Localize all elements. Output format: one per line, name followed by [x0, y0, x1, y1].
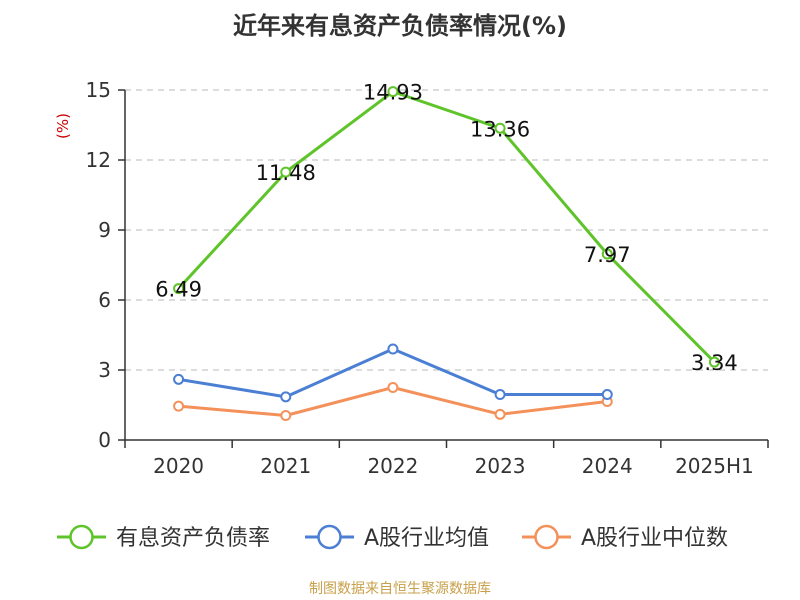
y-tick-label: 6 [98, 288, 111, 312]
series-2-point [173, 400, 185, 412]
series-line-0 [177, 90, 716, 364]
x-tick-label-2021: 2021 [260, 454, 311, 478]
y-tick-label: 15 [86, 78, 111, 102]
legend-label-2: A股行业中位数 [581, 526, 728, 551]
series-2-point [387, 382, 399, 393]
data-label-2025H1: 3.34 [691, 351, 738, 375]
x-tick-label-2025H1: 2025H1 [675, 454, 754, 478]
series-2-point [280, 410, 292, 421]
y-tick-label: 3 [98, 358, 111, 382]
series-0-point [601, 248, 613, 260]
series-1-point [601, 389, 613, 400]
series-0-point [173, 283, 185, 295]
axes: 0 3 6 9 12 15 2020 2021 2022 2023 2024 2025H1 (%) [54, 78, 769, 478]
chart-title: 近年来有息资产负债率情况(%) [233, 12, 567, 40]
legend-marker-0 [69, 524, 94, 550]
series-0-point [280, 166, 292, 178]
legend-marker-1 [317, 524, 342, 550]
series-lines [173, 86, 720, 421]
data-labels: 6.49 11.48 14.93 13.36 7.97 3.34 [155, 81, 738, 375]
series-1-point [280, 391, 292, 403]
series-1-point [494, 389, 506, 400]
grid-lines [125, 89, 768, 371]
data-label-2022: 14.93 [363, 81, 423, 105]
y-tick-label: 12 [86, 148, 111, 172]
legend: 有息资产负债率 A股行业均值 A股行业中位数 [57, 524, 728, 551]
legend-label-1: A股行业均值 [364, 526, 489, 551]
data-label-2021: 11.48 [256, 161, 316, 185]
series-2-point [494, 408, 506, 420]
data-label-2020: 6.49 [155, 278, 202, 302]
x-tick-label-2024: 2024 [582, 454, 633, 478]
x-tick-label-2020: 2020 [153, 454, 204, 478]
legend-marker-2 [534, 524, 559, 550]
series-1-point [173, 373, 185, 385]
data-source-note: 制图数据来自恒生聚源数据库 [309, 581, 491, 597]
series-0-point [708, 356, 720, 368]
legend-label-0: 有息资产负债率 [116, 526, 270, 551]
series-0-point [494, 122, 506, 134]
y-axis-label: (%) [54, 113, 72, 139]
x-tick-label-2023: 2023 [475, 454, 526, 478]
series-0-point [387, 86, 399, 98]
y-tick-label: 9 [98, 218, 111, 242]
series-1-point [387, 343, 399, 355]
y-tick-label: 0 [98, 428, 111, 452]
data-label-2023: 13.36 [470, 117, 530, 141]
data-label-2024: 7.97 [584, 243, 631, 267]
x-tick-label-2022: 2022 [367, 454, 418, 478]
